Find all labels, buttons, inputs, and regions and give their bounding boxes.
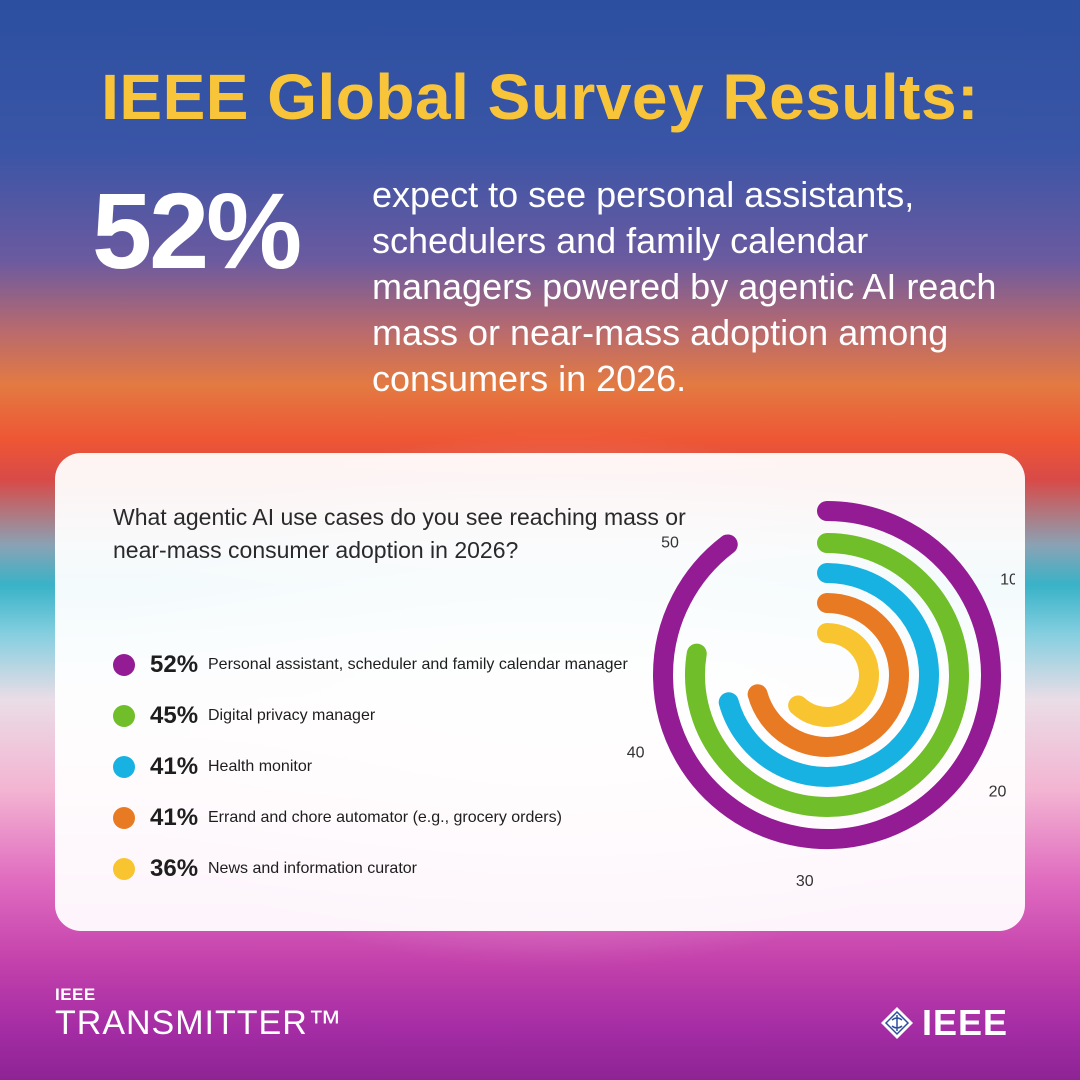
ieee-logo: IEEE: [880, 1002, 1008, 1044]
axis-tick-label: 50: [661, 535, 679, 552]
legend-label: Errand and chore automator (e.g., grocer…: [208, 808, 562, 826]
legend-dot: [113, 755, 135, 778]
survey-card: What agentic AI use cases do you see rea…: [55, 453, 1025, 931]
hero-stat: 52%: [92, 170, 302, 291]
radial-bar: [653, 501, 1001, 849]
legend-dot: [113, 704, 135, 727]
radial-bar: [788, 623, 879, 727]
axis-tick-label: 40: [627, 744, 645, 761]
ieee-logo-text: IEEE: [922, 1002, 1009, 1043]
radial-bar: [685, 533, 969, 817]
legend-value: 52%: [150, 650, 199, 678]
legend-value: 36%: [150, 854, 199, 882]
legend-item: 45% Digital privacy manager: [113, 690, 628, 741]
axis-tick-label: 20: [989, 784, 1007, 801]
radial-bar: [718, 563, 939, 787]
page-title: IEEE Global Survey Results:: [101, 61, 979, 133]
ieee-diamond-icon: [881, 1007, 913, 1039]
chart-legend: 52% Personal assistant, scheduler and fa…: [113, 639, 628, 894]
hero-description: expect to see personal assistants, sched…: [372, 174, 997, 399]
legend-value: 45%: [150, 701, 199, 729]
legend-dot: [113, 806, 135, 829]
legend-label: Health monitor: [208, 757, 313, 775]
legend-value: 41%: [150, 803, 199, 831]
legend-label: Personal assistant, scheduler and family…: [208, 655, 628, 673]
radial-bar-chart: 10 20 30 40 50: [627, 501, 1015, 890]
brand-transmitter: TRANSMITTER™: [55, 1004, 343, 1042]
legend-item: 41% Errand and chore automator (e.g., gr…: [113, 792, 628, 843]
legend-item: 41% Health monitor: [113, 741, 628, 792]
legend-value: 41%: [150, 752, 199, 780]
legend-dot: [113, 857, 135, 880]
legend-item: 36% News and information curator: [113, 843, 628, 894]
legend-dot: [113, 653, 135, 676]
radial-bar: [747, 593, 909, 757]
survey-question: What agentic AI use cases do you see rea…: [113, 504, 686, 563]
legend-label: Digital privacy manager: [208, 706, 376, 724]
legend-item: 52% Personal assistant, scheduler and fa…: [113, 639, 628, 690]
legend-label: News and information curator: [208, 859, 417, 877]
axis-tick-label: 10: [1000, 572, 1015, 589]
axis-tick-label: 30: [796, 873, 814, 890]
brand-ieee-small: IEEE: [55, 985, 96, 1004]
